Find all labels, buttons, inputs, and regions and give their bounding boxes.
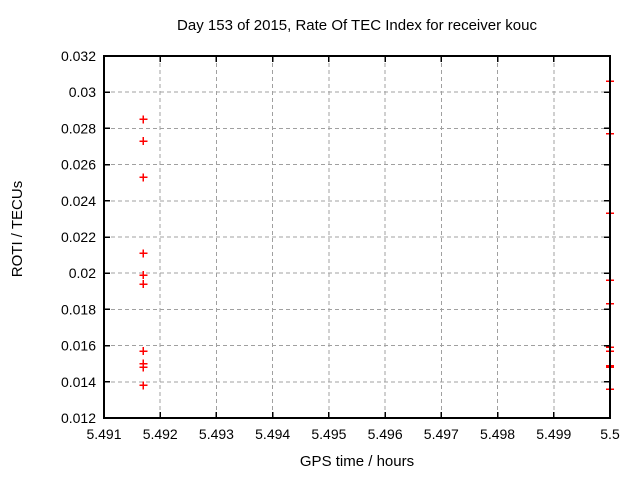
plot-border xyxy=(103,55,611,419)
y-axis-label: ROTI / TECUs xyxy=(9,181,26,277)
y-tick-label: 0.026 xyxy=(61,157,96,173)
x-tick-label: 5.497 xyxy=(424,426,459,442)
x-tick-label: 5.498 xyxy=(480,426,515,442)
data-point-marker xyxy=(139,137,148,146)
data-point-marker xyxy=(139,173,148,182)
data-point-marker xyxy=(139,347,148,356)
chart-title: Day 153 of 2015, Rate Of TEC Index for r… xyxy=(177,17,537,34)
y-tick-label: 0.03 xyxy=(69,84,96,100)
x-tick-label: 5.495 xyxy=(311,426,346,442)
data-point-marker xyxy=(139,249,148,258)
y-tick-label: 0.016 xyxy=(61,338,96,354)
x-tick-label: 5.496 xyxy=(368,426,403,442)
data-point-marker xyxy=(139,271,148,280)
x-tick-label: 5.493 xyxy=(199,426,234,442)
x-tick-label: 5.491 xyxy=(86,426,121,442)
tick-labels: 5.491 5.492 5.493 5.494 5.495 5.496 5.497 5.498… xyxy=(61,48,620,442)
x-tick-label: 5.5 xyxy=(600,426,620,442)
data-point-marker xyxy=(139,363,148,372)
y-tick-label: 0.012 xyxy=(61,410,96,426)
y-tick-label: 0.028 xyxy=(61,120,96,136)
y-tick-label: 0.024 xyxy=(61,193,96,209)
x-axis-label: GPS time / hours xyxy=(300,453,414,470)
y-tick-label: 0.022 xyxy=(61,229,96,245)
y-tick-label: 0.014 xyxy=(61,374,96,390)
grid-lines xyxy=(104,56,610,418)
y-tick-label: 0.018 xyxy=(61,301,96,317)
x-tick-label: 5.499 xyxy=(536,426,571,442)
data-point-marker xyxy=(139,115,148,124)
data-point-marker xyxy=(139,280,148,289)
data-point-marker xyxy=(139,381,148,390)
y-tick-label: 0.032 xyxy=(61,48,96,64)
x-tick-label: 5.494 xyxy=(255,426,290,442)
y-tick-label: 0.02 xyxy=(69,265,96,281)
x-tick-label: 5.492 xyxy=(143,426,178,442)
